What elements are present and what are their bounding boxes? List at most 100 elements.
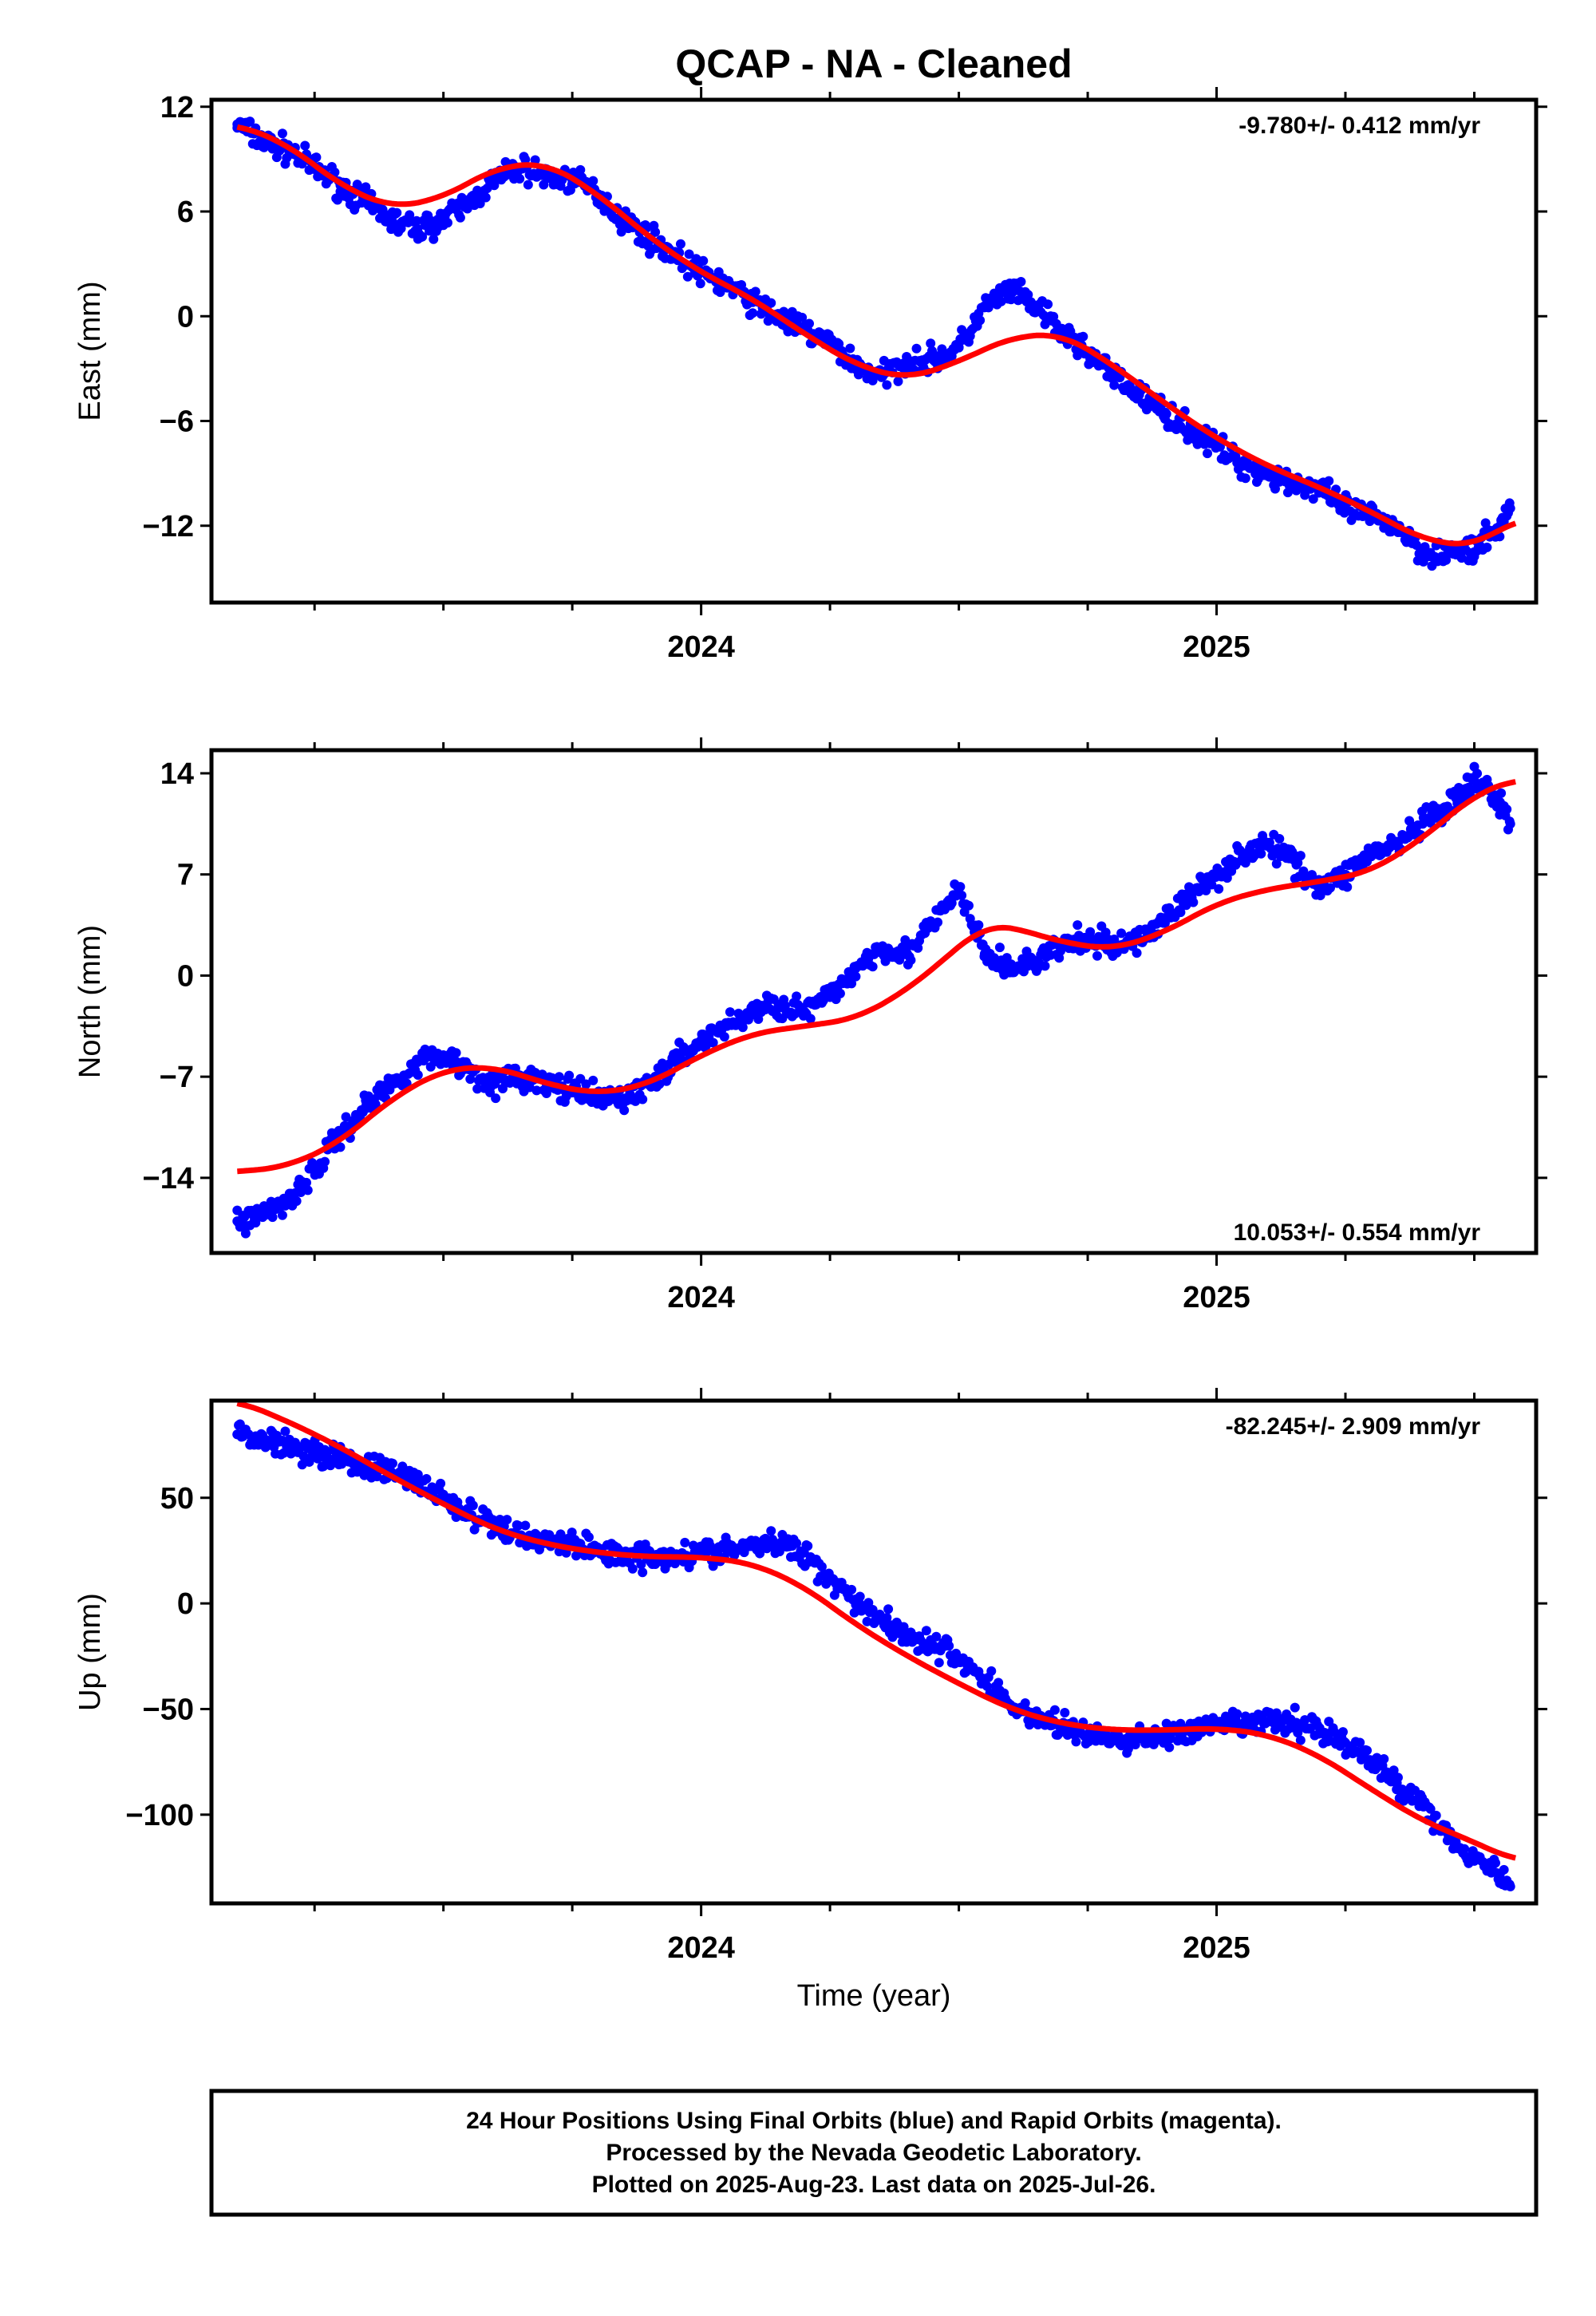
data-point [955,882,966,892]
data-point [1175,907,1186,918]
y-tick-label: 0 [177,300,194,334]
data-point [1071,1737,1081,1747]
data-point [564,1070,575,1081]
data-point [581,1079,591,1089]
data-point [1504,816,1515,827]
plot-frame [209,97,1539,605]
data-point [1270,484,1280,494]
data-point [931,1631,942,1642]
data-point [429,234,439,244]
data-point [638,1094,648,1105]
data-point [882,1612,892,1622]
data-point [974,920,984,931]
data-point [1290,1702,1300,1713]
data-point [302,1177,312,1188]
y-tick-label: −7 [160,1061,194,1094]
data-point [1132,948,1142,958]
x-tick-label: 2025 [1183,1281,1250,1314]
data-point [1324,476,1334,486]
data-point [921,1626,931,1636]
data-point [1049,311,1059,322]
data-point [361,182,371,192]
x-axis-label: Time (year) [797,1979,951,2013]
data-point [657,1058,667,1069]
data-point [1078,331,1088,342]
data-point [267,1212,278,1223]
data-point [737,1022,748,1033]
data-point [480,192,491,203]
data-point [1016,276,1026,287]
data-point [708,1037,718,1048]
data-point [320,1156,330,1167]
plot-area [232,1401,1517,1891]
data-point [1355,1737,1365,1748]
data-point [1308,494,1318,504]
data-point [913,943,923,953]
data-point [1215,441,1225,452]
rate-label: -9.780+/- 0.412 mm/yr [1238,113,1480,139]
data-point [1306,870,1317,880]
fit-line [236,124,1517,547]
data-point [994,943,1005,953]
data-point [1295,851,1306,861]
data-point [900,935,911,945]
data-point [755,1548,765,1559]
data-point [1431,1810,1441,1820]
data-point [311,152,322,163]
data-point [867,962,878,972]
data-point [413,1469,423,1480]
data-point [1207,879,1217,890]
data-point [792,991,802,1002]
data-point [588,1075,598,1085]
data-point [934,1658,944,1668]
data-point [1164,1742,1175,1753]
data-point [1491,1858,1501,1868]
panel-1: 12 6 0 −6 −12 2024 2025 East (mm) -9.780+/- 0.41… [73,87,1547,664]
panels: 12 6 0 −6 −12 2024 2025 East (mm) -9.780+/- 0.41… [73,87,1547,2013]
data-point [847,1584,857,1595]
figure-title: QCAP - NA - Cleaned [675,41,1072,86]
data-point [1325,883,1335,893]
y-tick-label: −100 [125,1799,194,1832]
data-point [863,1598,874,1608]
data-point [944,1641,954,1651]
data-point [520,1520,531,1531]
data-point [455,212,465,223]
data-point [555,1529,566,1539]
data-point [803,1541,813,1551]
data-point [698,255,709,266]
data-point [515,174,525,184]
data-point [341,1112,351,1122]
y-axis-label: East (mm) [73,281,107,421]
data-point [240,1228,251,1239]
data-point [520,154,531,164]
data-point [650,227,661,237]
data-point [392,207,402,218]
data-point [804,318,814,329]
y-tick-label: 14 [160,757,194,791]
data-point [1503,824,1513,835]
data-point [1300,490,1310,500]
data-point [1379,1753,1389,1764]
data-point [748,308,758,318]
data-point [377,204,388,215]
data-point [1361,1745,1372,1756]
data-point [387,1458,397,1468]
data-point [986,1666,997,1676]
data-point [413,1069,423,1080]
data-point [1123,1744,1133,1754]
data-point [575,164,586,175]
data-point [845,343,855,354]
footer-line-1: 24 Hour Positions Using Final Orbits (bl… [466,2108,1282,2134]
data-point [684,249,694,259]
footer-box: 24 Hour Positions Using Final Orbits (bl… [209,2089,1539,2217]
panel-2: 14 7 0 −7 −14 2024 2025 North (mm) 10.053+/- 0.5… [73,737,1547,1314]
data-point [957,891,967,901]
plot-area [232,761,1516,1239]
data-point [1203,449,1213,459]
x-tick-label: 2025 [1183,630,1250,664]
data-point [627,1563,638,1574]
footer-line-2: Processed by the Nevada Geodetic Laborat… [606,2140,1141,2166]
data-point [792,1538,802,1548]
data-point [567,1528,577,1538]
